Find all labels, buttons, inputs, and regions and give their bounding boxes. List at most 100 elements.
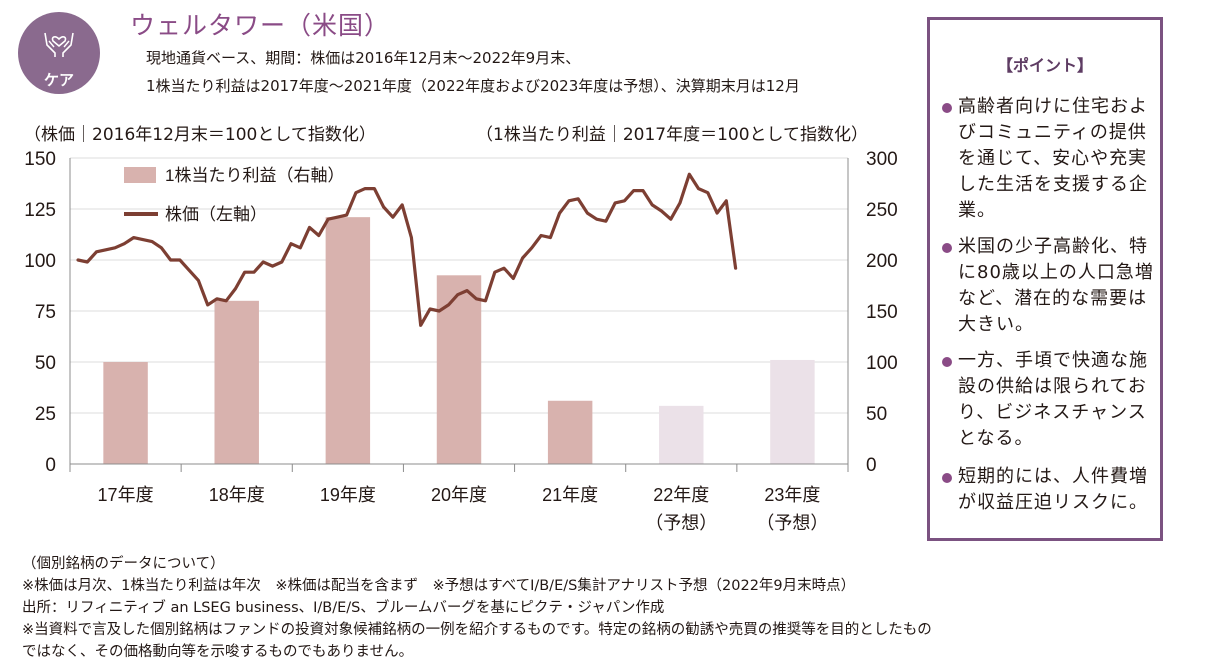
price-point	[76, 258, 80, 262]
price-point	[401, 203, 404, 207]
right-tick-label: 50	[866, 404, 887, 425]
category-badge: ケア	[18, 12, 100, 94]
price-point	[595, 218, 598, 221]
point-bullet: 高齢者向けに住宅およびコミュニティの提供を通じて、安心や充実した生活を支援する企…	[942, 94, 1158, 224]
price-point	[132, 236, 135, 239]
price-point	[725, 199, 728, 202]
eps-bar	[659, 405, 704, 464]
price-point	[243, 271, 246, 274]
eps-bar	[770, 359, 815, 464]
price-point	[206, 303, 209, 307]
price-point	[187, 269, 191, 272]
price-point	[660, 209, 663, 213]
price-point	[410, 236, 413, 239]
x-tick-label: 18年度	[209, 485, 265, 505]
price-point	[299, 246, 302, 249]
footnote-line: （個別銘柄のデータについて）	[22, 556, 225, 572]
price-point	[373, 187, 376, 190]
price-point	[271, 264, 274, 268]
price-point	[632, 189, 635, 192]
left-axis-caption: （株価｜2016年12月末＝100として指数化）	[24, 125, 376, 145]
price-point	[262, 260, 265, 264]
price-point	[706, 191, 709, 194]
left-tick-label: 50	[35, 353, 56, 374]
price-point	[326, 218, 330, 221]
price-point	[419, 324, 422, 327]
price-point	[95, 250, 98, 253]
point-bullet: 米国の少子高齢化、特に80歳以上の人口急増など、潜在的な需要は大きい。	[942, 234, 1158, 338]
price-point	[539, 234, 543, 237]
x-tick-sublabel: （予想）	[756, 513, 828, 533]
price-point	[558, 211, 561, 215]
legend-label-price: 株価（左軸）	[165, 205, 267, 224]
left-tick-label: 75	[35, 302, 56, 323]
price-point	[86, 260, 89, 264]
price-point	[363, 187, 367, 190]
footnotes: （個別銘柄のデータについて） ※株価は月次、1株当たり利益は年次 ※株価は配当を…	[22, 553, 932, 663]
price-point	[280, 260, 283, 264]
left-tick-label: 0	[45, 455, 56, 476]
price-point	[484, 299, 487, 302]
x-tick-label: 19年度	[320, 485, 376, 505]
x-tick-label: 20年度	[431, 485, 487, 505]
subtitle-line-1: 現地通貨ベース、期間：株価は2016年12月末～2022年9月末、	[146, 49, 581, 67]
price-point	[502, 267, 506, 270]
price-point	[678, 201, 682, 205]
price-point	[456, 293, 459, 296]
right-tick-label: 200	[866, 251, 898, 272]
price-point	[317, 234, 320, 237]
price-point	[465, 289, 469, 292]
price-point	[576, 197, 580, 200]
price-point	[521, 256, 524, 260]
price-point	[438, 309, 441, 313]
x-tick-sublabel: （予想）	[645, 513, 717, 533]
right-axis-caption: （1株当たり利益｜2017年度＝100として指数化）	[476, 125, 869, 145]
price-point	[586, 211, 589, 215]
price-point	[549, 236, 552, 239]
page-title: ウェルタワー（米国）	[130, 11, 391, 40]
left-tick-label: 150	[24, 149, 56, 170]
footnote-line: ※株価は月次、1株当たり利益は年次 ※株価は配当を含まず ※予想はすべてI/B/…	[22, 578, 856, 594]
price-point	[225, 299, 228, 302]
badge-label: ケア	[43, 71, 74, 89]
bullet-dot-icon	[942, 357, 952, 367]
price-point	[197, 279, 200, 282]
price-point	[141, 238, 144, 241]
price-point	[336, 216, 339, 219]
legend-swatch-eps	[124, 167, 156, 183]
price-point	[475, 297, 478, 300]
eps-bar	[436, 275, 482, 464]
x-tick-label: 17年度	[98, 485, 154, 505]
price-point	[150, 240, 154, 243]
right-tick-label: 0	[866, 455, 877, 476]
point-bullet: 一方、手頃で快適な施設の供給は限られており、ビジネスチャンスとなる。	[942, 348, 1158, 452]
price-point	[215, 297, 219, 300]
subtitle-line-2: 1株当たり利益は2017年度～2021年度（2022年度および2023年度は予想…	[146, 77, 800, 95]
price-point	[391, 216, 395, 219]
x-tick-label: 21年度	[542, 485, 598, 505]
price-point	[530, 246, 533, 249]
point-text: 米国の少子高齢化、特に80歳以上の人口急増など、潜在的な需要は大きい。	[958, 236, 1154, 335]
point-text: 一方、手頃で快適な施設の供給は限られており、ビジネスチャンスとなる。	[958, 350, 1148, 449]
price-point	[123, 242, 126, 245]
chart: 0 25 50 75 100 125 150 0 50 100 150 200 250 300 17年度 18…	[24, 149, 898, 533]
price-point	[688, 173, 691, 176]
x-tick-label: 23年度	[764, 485, 820, 505]
point-bullet: 短期的には、人件費増が収益圧迫リスクに。	[942, 464, 1158, 516]
price-point	[234, 287, 237, 290]
price-point	[160, 246, 163, 249]
price-point	[493, 271, 496, 274]
right-tick-label: 250	[866, 200, 898, 221]
footnote-line: ではなく、その価格動向等を示唆するものでもありません。	[22, 644, 414, 660]
point-text: 高齢者向けに住宅およびコミュニティの提供を通じて、安心や充実した生活を支援する企…	[958, 96, 1148, 221]
legend-label-eps: 1株当たり利益（右軸）	[165, 166, 344, 185]
right-tick-label: 150	[866, 302, 898, 323]
points-panel: 【ポイント】 高齢者向けに住宅およびコミュニティの提供を通じて、安心や充実した生…	[927, 17, 1163, 541]
footnote-line: 出所：リフィニティブ an LSEG business、I/B/E/S、ブルーム…	[22, 600, 665, 616]
price-point	[169, 258, 172, 262]
price-point	[289, 242, 293, 245]
left-tick-label: 125	[24, 200, 56, 221]
price-point	[428, 307, 432, 311]
price-point	[567, 199, 571, 202]
bullet-dot-icon	[942, 243, 952, 253]
